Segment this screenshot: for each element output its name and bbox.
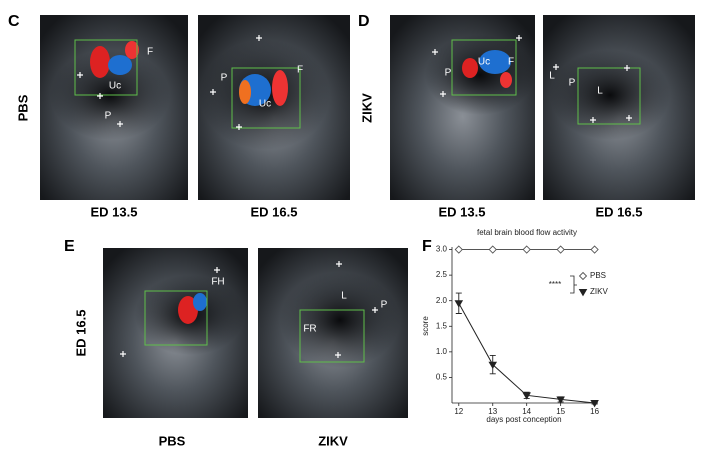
annotation: F xyxy=(508,57,514,68)
marker xyxy=(556,396,565,404)
chart-title: fetal brain blood flow activity xyxy=(477,228,577,237)
caliper-marks xyxy=(77,35,632,358)
significance: **** xyxy=(549,280,561,289)
caption: ED 16.5 xyxy=(251,204,298,219)
caption: ED 13.5 xyxy=(91,204,138,219)
row-label: ZIKV xyxy=(359,93,374,123)
x-tick-label: 16 xyxy=(590,407,599,416)
annotation: F xyxy=(297,65,303,76)
annotation: P xyxy=(381,300,388,311)
y-tick-label: 0.5 xyxy=(436,373,448,382)
caliper xyxy=(77,35,632,358)
y-tick-label: 1.5 xyxy=(436,321,448,330)
annotation: F xyxy=(147,47,153,58)
y-axis-label: score xyxy=(421,316,430,336)
doppler xyxy=(272,70,288,106)
bracket xyxy=(570,275,577,294)
marker xyxy=(522,392,531,400)
roi-box xyxy=(231,67,301,129)
caption: PBS xyxy=(159,433,186,448)
annotation: Uc xyxy=(109,81,121,92)
annotation: L xyxy=(341,291,347,302)
doppler xyxy=(462,58,478,78)
marker xyxy=(454,300,464,308)
row-label: ED 16.5 xyxy=(73,310,88,357)
annotation: P xyxy=(221,73,228,84)
roi-box xyxy=(299,309,365,363)
y-tick-label: 2.0 xyxy=(436,296,448,305)
marker xyxy=(590,245,599,254)
annotation: P xyxy=(445,68,452,79)
annotation: P xyxy=(105,111,112,122)
marker xyxy=(522,245,531,254)
marker xyxy=(488,245,497,254)
image-shade xyxy=(280,272,400,368)
roi-box xyxy=(577,67,641,125)
marker xyxy=(488,361,498,370)
x-tick-label: 12 xyxy=(454,407,463,416)
annotation: Uc xyxy=(478,57,490,68)
doppler xyxy=(108,55,132,75)
caption: ZIKV xyxy=(318,433,348,448)
caption: ED 13.5 xyxy=(439,204,486,219)
ultrasound-images: F Uc P P F Uc P Uc F L P L FH L P FR xyxy=(40,15,695,418)
panel-label: F xyxy=(422,238,432,255)
marker xyxy=(590,400,599,408)
chart: fetal brain blood flow activity days pos… xyxy=(421,228,608,424)
doppler xyxy=(178,296,198,324)
y-tick-label: 1.0 xyxy=(436,347,448,356)
y-tick-label: 3.0 xyxy=(436,245,448,254)
annotation: Uc xyxy=(259,99,271,110)
image-shade xyxy=(425,35,535,115)
roi-box xyxy=(144,290,208,346)
y-tick-label: 2.5 xyxy=(436,270,448,279)
panel-label: D xyxy=(358,13,370,30)
doppler xyxy=(239,80,251,104)
doppler xyxy=(479,50,511,74)
x-tick-label: 13 xyxy=(488,407,497,416)
roi-box xyxy=(74,39,138,96)
legend-label: ZIKV xyxy=(590,287,608,296)
annotation: L xyxy=(549,71,555,82)
legend-label: PBS xyxy=(590,271,606,280)
doppler xyxy=(500,72,512,88)
annotation: P xyxy=(569,78,576,89)
row-label: PBS xyxy=(15,94,30,121)
annotation: L xyxy=(597,86,603,97)
panel-label: C xyxy=(8,13,20,30)
x-axis-label: days post conception xyxy=(486,415,561,424)
x-tick-label: 14 xyxy=(522,407,531,416)
doppler xyxy=(90,46,110,78)
legend-marker xyxy=(578,271,588,281)
roi-box xyxy=(451,39,517,96)
annotation: FR xyxy=(303,324,316,335)
image-shade xyxy=(550,50,670,140)
doppler-signal xyxy=(90,41,512,324)
panel-label: E xyxy=(64,238,75,255)
line xyxy=(458,303,595,404)
x-tick-label: 15 xyxy=(556,407,565,416)
doppler xyxy=(125,41,139,59)
marker xyxy=(556,245,565,254)
caption: ED 16.5 xyxy=(596,204,643,219)
marker xyxy=(454,245,463,254)
annotation: FH xyxy=(211,277,224,288)
legend-marker xyxy=(578,289,588,297)
doppler xyxy=(193,293,207,311)
